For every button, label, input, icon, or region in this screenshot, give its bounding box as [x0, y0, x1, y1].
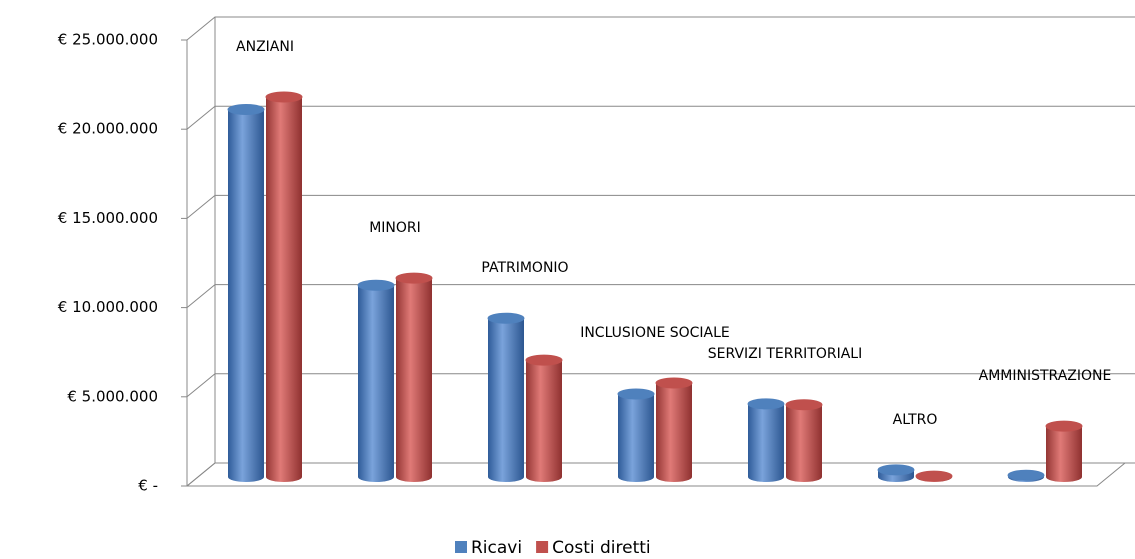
- legend-swatch: [536, 541, 549, 553]
- grid-line: [186, 373, 1135, 398]
- bar: [525, 354, 563, 482]
- bar-top: [525, 354, 563, 366]
- bar-top: [227, 103, 265, 115]
- bar: [265, 91, 303, 482]
- bar-top: [1045, 420, 1083, 432]
- bar-top: [747, 398, 785, 410]
- bar-body: [656, 382, 692, 477]
- bar-bottom: [396, 472, 432, 482]
- bar-body: [1046, 426, 1082, 477]
- bar-body: [748, 403, 784, 477]
- bar-bottom: [1046, 472, 1082, 482]
- bar: [395, 272, 433, 482]
- bar-bottom: [618, 472, 654, 482]
- bar-top: [617, 388, 655, 400]
- y-tick-label: € 10.000.000: [58, 298, 158, 316]
- bar-body: [786, 404, 822, 477]
- bar-bottom: [786, 472, 822, 482]
- y-tick-label: € 25.000.000: [58, 31, 158, 49]
- bar-body: [488, 318, 524, 477]
- bar-top: [915, 470, 953, 482]
- bar-top: [877, 464, 915, 476]
- bar-body: [618, 394, 654, 477]
- category-label: MINORI: [369, 220, 421, 236]
- bar: [877, 464, 915, 482]
- category-label: ALTRO: [893, 412, 938, 428]
- bar: [1007, 469, 1045, 482]
- bar-top: [655, 377, 693, 389]
- bar: [617, 388, 655, 482]
- y-tick-label: € -: [138, 477, 158, 495]
- bar-bottom: [266, 472, 302, 482]
- category-label: AMMINISTRAZIONE: [979, 368, 1112, 384]
- grid-line: [186, 194, 1135, 219]
- y-tick-label: € 15.000.000: [58, 209, 158, 227]
- category-label: SERVIZI TERRITORIALI: [708, 346, 863, 362]
- bar-bottom: [526, 472, 562, 482]
- bar-top: [785, 399, 823, 411]
- bar: [915, 470, 953, 482]
- bar-body: [228, 109, 264, 477]
- bar-top: [395, 272, 433, 284]
- legend-label: Ricavi: [471, 538, 522, 558]
- bar-top: [487, 312, 525, 324]
- bar-bottom: [228, 472, 264, 482]
- bar-top: [265, 91, 303, 103]
- grid-line: [186, 284, 1135, 308]
- category-label: PATRIMONIO: [481, 260, 568, 276]
- bar-body: [526, 360, 562, 477]
- bar-top: [1007, 469, 1045, 481]
- category-label: INCLUSIONE SOCIALE: [580, 325, 730, 341]
- grid-line: [186, 105, 1135, 130]
- bar-bottom: [748, 472, 784, 482]
- bar-body: [396, 278, 432, 477]
- bar: [1045, 420, 1083, 482]
- grid-line: [186, 462, 1135, 487]
- bar-bottom: [358, 472, 394, 482]
- y-tick-label: € 5.000.000: [67, 387, 158, 405]
- y-tick-label: € 20.000.000: [58, 120, 158, 138]
- bar: [487, 312, 525, 482]
- bar: [785, 399, 823, 482]
- bar-top: [357, 279, 395, 291]
- bar: [747, 398, 785, 482]
- bar: [655, 377, 693, 482]
- bar-bottom: [488, 472, 524, 482]
- grid-line: [186, 16, 1135, 41]
- category-label: ANZIANI: [236, 39, 294, 55]
- bar-body: [358, 285, 394, 477]
- bar-bottom: [656, 472, 692, 482]
- bar: [357, 279, 395, 482]
- bar-body: [266, 97, 302, 478]
- legend-swatch: [455, 541, 467, 553]
- bar: [227, 103, 265, 482]
- legend-label: Costi diretti: [552, 538, 651, 558]
